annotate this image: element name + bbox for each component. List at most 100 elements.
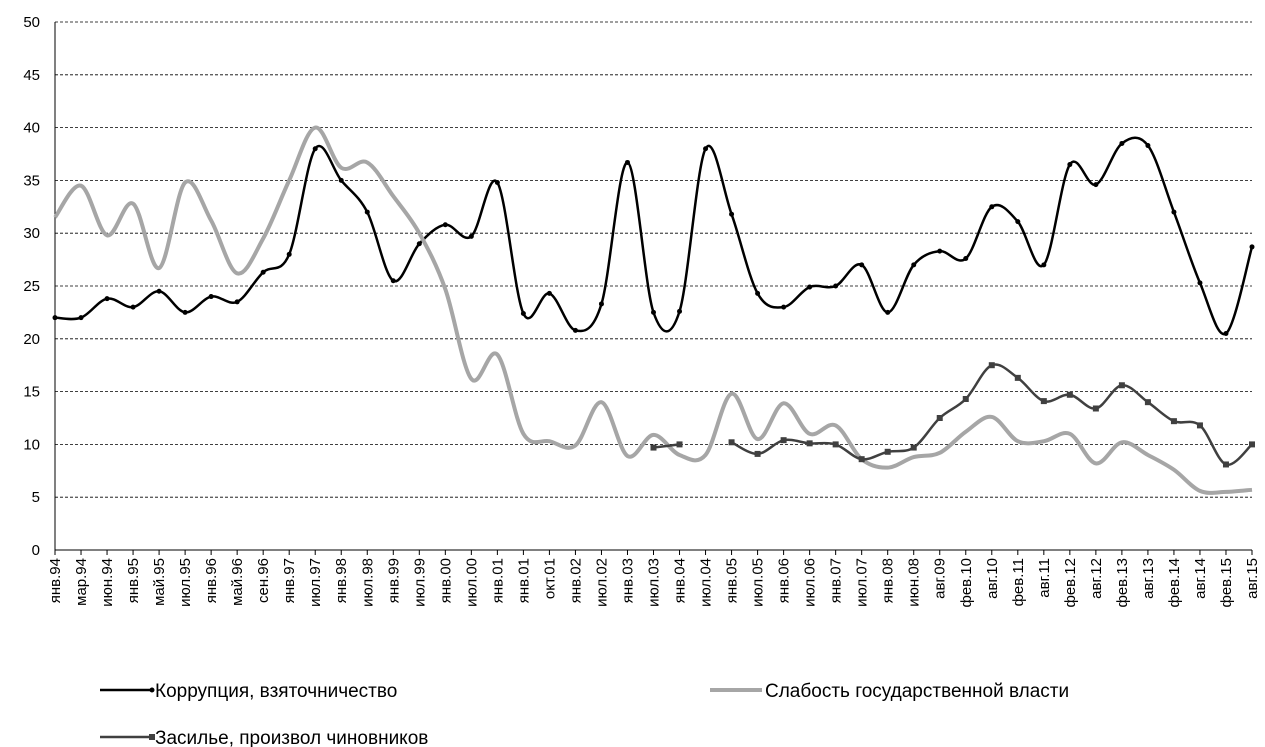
point: [78, 315, 84, 321]
point: [1222, 461, 1229, 468]
x-tick-label: авг.10: [984, 558, 1001, 599]
x-tick-label: июл.04: [698, 558, 715, 607]
point: [832, 441, 839, 448]
x-tick-label: янв.00: [437, 558, 454, 603]
series-line: [53, 125, 1253, 495]
point: [754, 450, 761, 457]
point: [910, 444, 917, 451]
x-tick-label: янв.08: [880, 558, 897, 603]
y-tick-label: 30: [23, 225, 40, 242]
point: [1040, 398, 1047, 405]
x-tick-label: фев.14: [1166, 558, 1183, 608]
x-tick-label: фев.11: [1010, 558, 1027, 606]
point: [1092, 405, 1099, 412]
x-tick-label: июл.05: [750, 558, 767, 607]
x-tick-label: янв.96: [203, 558, 220, 603]
x-tick-label: май.95: [151, 558, 168, 606]
point: [1249, 441, 1255, 448]
point: [286, 251, 292, 257]
point: [260, 269, 266, 275]
point: [1197, 280, 1203, 286]
x-tick-label: янв.94: [47, 558, 64, 603]
x-tick-label: янв.04: [672, 558, 689, 603]
point: [598, 301, 604, 307]
y-tick-label: 50: [23, 14, 40, 31]
x-tick-label: июл.06: [802, 558, 819, 607]
point: [780, 437, 787, 444]
x-tick-label: июл.99: [411, 558, 428, 607]
point: [234, 299, 240, 305]
legend-marker: [149, 687, 155, 693]
legend-label: Слабость государственной власти: [765, 681, 1069, 702]
point: [338, 177, 344, 183]
x-tick-label: июл.95: [177, 558, 194, 607]
point: [494, 180, 500, 186]
x-tick-label: янв.97: [281, 558, 298, 603]
point: [1171, 209, 1177, 215]
point: [390, 278, 396, 284]
legend-marker: [149, 734, 155, 740]
x-tick-label: янв.05: [724, 558, 741, 603]
x-tick-label: июл.00: [463, 558, 480, 607]
point: [52, 315, 58, 321]
point: [989, 204, 995, 210]
point: [1041, 262, 1047, 268]
x-tick-label: июн.94: [99, 558, 116, 607]
point: [650, 444, 657, 451]
x-tick-label: фев.13: [1114, 558, 1131, 608]
y-tick-label: 25: [23, 278, 40, 295]
point: [651, 309, 656, 315]
point: [728, 439, 735, 446]
y-tick-label: 0: [32, 542, 40, 559]
point: [833, 283, 839, 289]
point: [677, 308, 683, 314]
point: [806, 440, 813, 447]
x-tick-label: фев.15: [1218, 558, 1235, 608]
x-tick-label: июл.03: [646, 558, 663, 607]
point: [781, 304, 787, 310]
point: [936, 415, 943, 421]
point: [416, 241, 422, 247]
x-tick-label: авг.12: [1088, 558, 1105, 599]
y-tick-label: 20: [23, 331, 40, 348]
x-tick-label: май.96: [229, 558, 246, 606]
point: [885, 309, 891, 315]
point: [546, 290, 552, 296]
y-tick-label: 15: [23, 384, 40, 401]
x-tick-label: июл.07: [854, 558, 871, 607]
x-tick-label: янв.95: [125, 558, 142, 603]
x-tick-label: янв.98: [333, 558, 350, 603]
point: [729, 211, 735, 217]
x-tick-label: авг.13: [1140, 558, 1157, 599]
point: [963, 256, 969, 262]
point: [884, 448, 891, 455]
x-tick-label: авг.15: [1244, 558, 1261, 599]
point: [1119, 140, 1125, 146]
point: [1118, 382, 1125, 389]
point: [468, 233, 474, 239]
x-tick-label: фев.10: [958, 558, 975, 608]
point: [364, 209, 370, 215]
legend-label: Засилье, произвол чиновников: [155, 728, 428, 747]
point: [703, 146, 709, 152]
point: [858, 456, 865, 463]
x-tick-label: авг.09: [932, 558, 949, 599]
point: [962, 395, 969, 402]
point: [807, 284, 813, 290]
point: [156, 288, 162, 294]
point: [1093, 182, 1099, 188]
x-tick-label: янв.99: [385, 558, 402, 603]
x-tick-label: янв.06: [776, 558, 793, 603]
y-tick-label: 35: [23, 172, 40, 189]
point: [312, 146, 318, 152]
point: [1014, 374, 1021, 381]
x-tick-label: июл.97: [307, 558, 324, 607]
point: [911, 262, 917, 268]
point: [1066, 391, 1073, 398]
x-tick-label: янв.01: [489, 558, 506, 603]
point: [520, 310, 526, 316]
x-tick-label: янв.02: [567, 558, 584, 603]
point: [1249, 244, 1255, 250]
point: [624, 159, 630, 165]
point: [937, 248, 943, 254]
